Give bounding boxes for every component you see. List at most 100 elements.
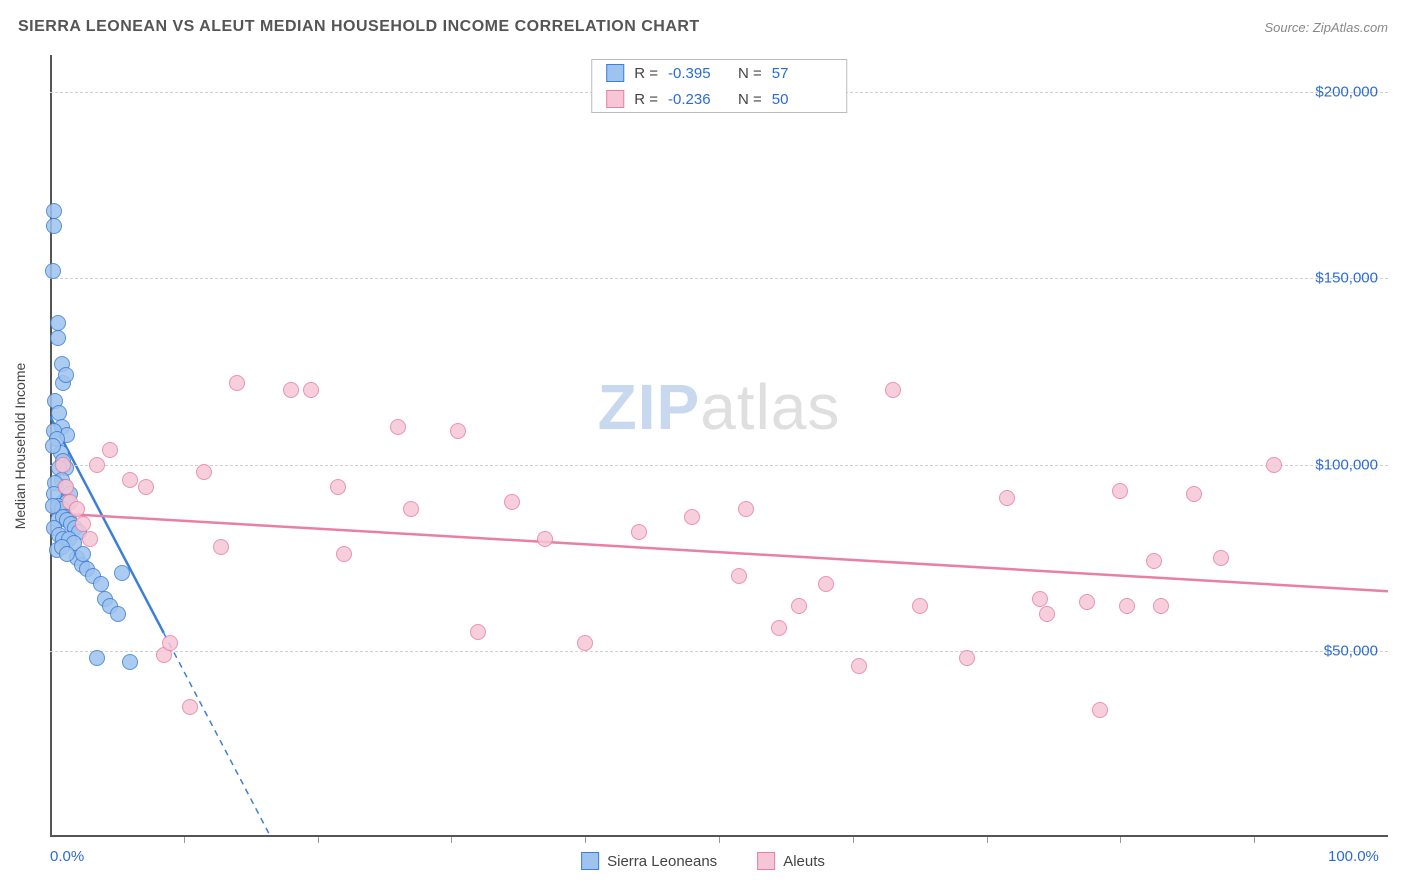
legend-stat-row: R =-0.395N =57 xyxy=(592,60,846,86)
data-point xyxy=(1119,598,1135,614)
data-point xyxy=(1153,598,1169,614)
data-point xyxy=(738,501,754,517)
data-point xyxy=(684,509,700,525)
data-point xyxy=(1092,702,1108,718)
y-tick-label: $100,000 xyxy=(1315,456,1378,473)
data-point xyxy=(1146,553,1162,569)
data-point xyxy=(1039,606,1055,622)
y-tick-label: $50,000 xyxy=(1324,642,1378,659)
data-point xyxy=(1186,486,1202,502)
grid-line xyxy=(50,651,1388,652)
data-point xyxy=(213,539,229,555)
data-point xyxy=(470,624,486,640)
data-point xyxy=(791,598,807,614)
legend-stats: R =-0.395N =57R =-0.236N =50 xyxy=(591,59,847,113)
legend-series-label: Aleuts xyxy=(783,853,825,870)
data-point xyxy=(450,423,466,439)
grid-line xyxy=(50,465,1388,466)
data-point xyxy=(75,516,91,532)
grid-line xyxy=(50,278,1388,279)
data-point xyxy=(58,479,74,495)
legend-swatch xyxy=(606,90,624,108)
data-point xyxy=(1213,550,1229,566)
data-point xyxy=(330,479,346,495)
legend-swatch xyxy=(606,64,624,82)
data-point xyxy=(55,457,71,473)
data-point xyxy=(403,501,419,517)
data-point xyxy=(102,442,118,458)
data-point xyxy=(93,576,109,592)
data-point xyxy=(283,382,299,398)
source-label: Source: ZipAtlas.com xyxy=(1264,20,1388,35)
data-point xyxy=(851,658,867,674)
n-label: N = xyxy=(738,91,762,108)
data-point xyxy=(182,699,198,715)
data-point xyxy=(59,546,75,562)
r-label: R = xyxy=(634,65,658,82)
data-point xyxy=(303,382,319,398)
n-value: 50 xyxy=(772,91,832,108)
legend-swatch xyxy=(757,852,775,870)
data-point xyxy=(122,472,138,488)
r-label: R = xyxy=(634,91,658,108)
x-tick-mark xyxy=(184,837,185,843)
data-point xyxy=(1266,457,1282,473)
n-label: N = xyxy=(738,65,762,82)
x-tick-mark xyxy=(1254,837,1255,843)
y-tick-label: $200,000 xyxy=(1315,84,1378,101)
legend-stat-row: R = -0.236 N = 50 xyxy=(592,86,846,112)
data-point xyxy=(110,606,126,622)
data-point xyxy=(390,419,406,435)
y-tick-label: $150,000 xyxy=(1315,270,1378,287)
data-point xyxy=(196,464,212,480)
x-tick-mark xyxy=(318,837,319,843)
data-point xyxy=(577,635,593,651)
r-value: -0.395 xyxy=(668,65,728,82)
x-tick-label: 0.0% xyxy=(50,848,84,865)
x-tick-mark xyxy=(585,837,586,843)
data-point xyxy=(162,635,178,651)
data-point xyxy=(818,576,834,592)
trend-lines xyxy=(50,55,1388,837)
data-point xyxy=(50,315,66,331)
plot-area: Median Household Income ZIPatlas $50,000… xyxy=(50,55,1388,837)
legend-swatch xyxy=(581,852,599,870)
data-point xyxy=(114,565,130,581)
data-point xyxy=(45,263,61,279)
data-point xyxy=(1079,594,1095,610)
r-value: -0.236 xyxy=(668,91,728,108)
x-tick-mark xyxy=(987,837,988,843)
x-tick-mark xyxy=(1120,837,1121,843)
data-point xyxy=(999,490,1015,506)
legend-series-label: Sierra Leoneans xyxy=(607,853,717,870)
data-point xyxy=(69,501,85,517)
data-point xyxy=(58,367,74,383)
data-point xyxy=(138,479,154,495)
x-tick-label: 100.0% xyxy=(1328,848,1379,865)
data-point xyxy=(731,568,747,584)
x-tick-mark xyxy=(719,837,720,843)
data-point xyxy=(229,375,245,391)
data-point xyxy=(89,457,105,473)
data-point xyxy=(46,203,62,219)
data-point xyxy=(1032,591,1048,607)
data-point xyxy=(631,524,647,540)
data-point xyxy=(504,494,520,510)
data-point xyxy=(46,218,62,234)
chart-title: SIERRA LEONEAN VS ALEUT MEDIAN HOUSEHOLD… xyxy=(18,18,700,36)
data-point xyxy=(51,405,67,421)
data-point xyxy=(537,531,553,547)
x-tick-mark xyxy=(451,837,452,843)
data-point xyxy=(122,654,138,670)
data-point xyxy=(885,382,901,398)
y-axis-label: Median Household Income xyxy=(12,363,28,530)
data-point xyxy=(771,620,787,636)
data-point xyxy=(82,531,98,547)
data-point xyxy=(912,598,928,614)
data-point xyxy=(45,438,61,454)
data-point xyxy=(1112,483,1128,499)
data-point xyxy=(89,650,105,666)
watermark: ZIPatlas xyxy=(598,370,841,444)
legend-series-item: Sierra Leoneans xyxy=(581,852,717,870)
data-point xyxy=(75,546,91,562)
